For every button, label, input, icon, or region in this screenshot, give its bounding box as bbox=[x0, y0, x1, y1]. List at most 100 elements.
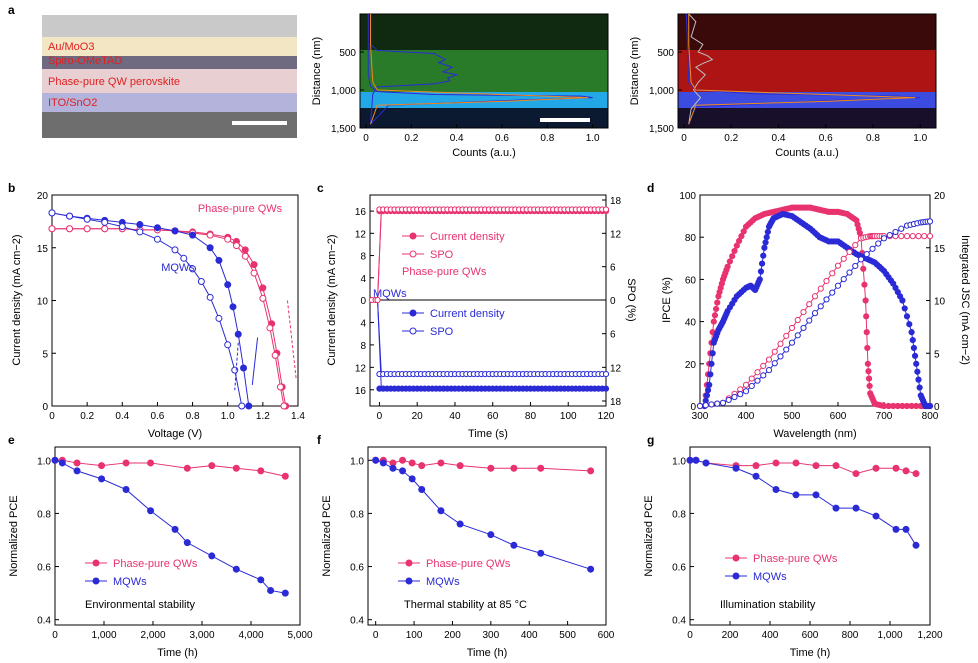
panel-c-y-tick-label: 16 bbox=[355, 386, 367, 397]
panel-d-series-marker bbox=[794, 332, 801, 339]
panel-b-series-marker bbox=[259, 284, 267, 292]
panel-c-x-tick-label: 120 bbox=[598, 411, 615, 422]
panel-c-legend-label: Current density bbox=[430, 231, 505, 243]
panel-d-x-tick-label: 500 bbox=[784, 411, 801, 422]
panel-d-series-marker bbox=[892, 228, 899, 236]
eds-dark-band bbox=[360, 108, 608, 128]
panel-a2-x-label: Counts (a.u.) bbox=[775, 147, 839, 159]
panel-d-series-marker bbox=[748, 382, 755, 390]
panel-c-x-tick-label: 100 bbox=[560, 411, 577, 422]
panel-e-y-tick-label: 0.8 bbox=[37, 509, 51, 520]
panel-e-x-tick-label: 5,000 bbox=[287, 630, 312, 641]
panel-d-series-marker bbox=[865, 368, 872, 375]
panel-d-series-marker bbox=[783, 332, 790, 339]
panel-c-legend-marker bbox=[409, 309, 417, 317]
panel-e-series-marker bbox=[73, 459, 81, 467]
panel-d-series-marker bbox=[748, 375, 755, 382]
panel-e-series-marker bbox=[147, 507, 155, 515]
panel-d-series-marker bbox=[926, 218, 934, 225]
panel-e-series-line bbox=[54, 459, 286, 594]
panel-d-series-marker bbox=[726, 258, 734, 265]
panel-d-y-label-right: Integrated JSC (mA cm−2) bbox=[959, 235, 971, 365]
panel-b-axes: 0 0.2 0.4 0.6 0.8 1.0 1.2 1.4 0 5 10 15 20 bbox=[37, 191, 306, 422]
panel-d-series-marker bbox=[756, 276, 763, 283]
panel-d-series-marker bbox=[737, 391, 744, 398]
panel-f-y-tick-label: 0.6 bbox=[350, 563, 364, 574]
panel-f-x-tick-label: 500 bbox=[559, 630, 576, 641]
panel-d-y-label: IPCE (%) bbox=[661, 277, 673, 323]
panel-d-series-marker bbox=[861, 281, 868, 288]
panel-e-legend-label: MQWs bbox=[113, 576, 147, 588]
panel-b-series-marker bbox=[238, 402, 246, 410]
panel-d-series-marker bbox=[714, 299, 721, 306]
panel-b-x-tick-label: 0 bbox=[49, 411, 55, 422]
panel-e-x-tick-label: 3,000 bbox=[189, 630, 214, 641]
panel-f-series-marker bbox=[510, 464, 518, 472]
panel-label-f: f bbox=[317, 433, 322, 447]
panel-a1-x-tick-label: 0.2 bbox=[404, 133, 418, 144]
panel-d-series-marker bbox=[731, 247, 738, 255]
panel-b-series-marker bbox=[101, 218, 109, 226]
panel-d-y-tick-label: 20 bbox=[685, 360, 697, 371]
panel-e-y-tick-label: 0.4 bbox=[37, 616, 51, 627]
panel-c-x-tick-label: 60 bbox=[487, 411, 499, 422]
panel-c-y-tick-label-right: 0 bbox=[610, 296, 616, 307]
panel-f-x-tick-label: 0 bbox=[373, 630, 379, 641]
panel-d-series-marker bbox=[864, 344, 871, 352]
panel-d-series-marker bbox=[806, 317, 813, 324]
panel-e-series-marker bbox=[281, 589, 289, 597]
panel-b-series-marker bbox=[271, 351, 279, 359]
panel-d-series-marker bbox=[757, 268, 765, 275]
panel-f-series-marker bbox=[408, 459, 416, 467]
panel-b-series-marker bbox=[266, 324, 274, 332]
panel-d-series-marker bbox=[911, 352, 919, 359]
panel-d-series-marker bbox=[783, 346, 790, 353]
panel-a1-x-tick-label: 0.4 bbox=[450, 133, 464, 144]
panel-f-legend-label: Phase-pure QWs bbox=[426, 558, 511, 570]
panel-g-legend-marker bbox=[732, 554, 740, 562]
panel-f-legend-label: MQWs bbox=[426, 576, 460, 588]
panel-b-series-marker bbox=[233, 242, 240, 250]
panel-d-series-marker bbox=[880, 235, 888, 242]
panel-c-y-label-right: SPO (%) bbox=[625, 278, 637, 321]
panel-d-series-marker bbox=[709, 350, 716, 357]
panel-a2-blue-line bbox=[685, 13, 921, 125]
panel-b-series-marker bbox=[206, 244, 214, 252]
panel-d-series-marker bbox=[765, 367, 773, 374]
panel-g-series-marker bbox=[686, 456, 694, 464]
panel-f-series-marker bbox=[399, 456, 407, 464]
panel-b-series-marker bbox=[189, 231, 197, 239]
panel-a2-x-tick-label: 1.0 bbox=[913, 133, 927, 144]
panel-d-series-marker bbox=[860, 265, 867, 272]
panel-f-axes: 0 100 200 300 400 500 600 0.4 0.6 0.8 1.0 bbox=[350, 446, 615, 641]
panel-d-series-marker bbox=[914, 368, 921, 375]
panel-b-x-tick-label: 1.2 bbox=[256, 411, 270, 422]
panel-e-series-marker bbox=[122, 459, 130, 467]
panel-d-series-marker bbox=[811, 293, 819, 300]
panel-e-series-marker bbox=[257, 467, 265, 475]
panel-f-series-marker bbox=[418, 462, 426, 470]
panel-d-series-marker bbox=[869, 245, 876, 252]
panel-d-series-marker bbox=[794, 316, 801, 324]
panel-d-series-marker bbox=[806, 301, 813, 308]
panel-g-y-label: Normalized PCE bbox=[643, 495, 655, 576]
layer-label: Phase-pure QW perovskite bbox=[48, 76, 180, 88]
panel-d-series-marker bbox=[763, 234, 770, 241]
panel-d-series-marker bbox=[915, 376, 922, 383]
panel-e-series-marker bbox=[257, 576, 265, 584]
panel-f-series-marker bbox=[537, 549, 545, 557]
panel-g-x-tick-label: 600 bbox=[802, 630, 819, 641]
panel-c-series-marker bbox=[602, 370, 610, 378]
panel-g-y-tick-label: 0.6 bbox=[672, 563, 686, 574]
panel-g-legend-label: MQWs bbox=[753, 571, 787, 583]
panel-f-y-tick-label: 0.4 bbox=[350, 616, 364, 627]
panel-d-series-marker bbox=[823, 277, 830, 285]
panel-c-x-tick-label: 20 bbox=[412, 411, 424, 422]
panel-a2-x-tick-label: 0.8 bbox=[866, 133, 880, 144]
panel-c-series-marker bbox=[602, 385, 610, 392]
panel-d-series-marker bbox=[708, 360, 715, 367]
panel-b-y-tick-label: 15 bbox=[37, 244, 49, 255]
panel-e-frame bbox=[54, 446, 301, 626]
micrograph-top-band bbox=[42, 15, 297, 37]
panel-d-series-marker bbox=[771, 348, 778, 355]
